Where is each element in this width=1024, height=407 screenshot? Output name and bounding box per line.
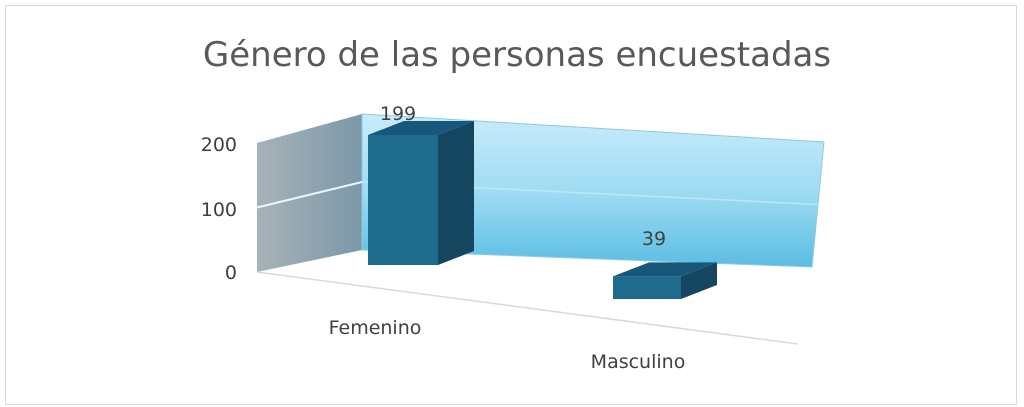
bar-side-0 bbox=[438, 121, 474, 265]
gridline-side-100 bbox=[256, 181, 363, 209]
category-label-1: Masculino bbox=[591, 351, 686, 373]
floor-axis-line bbox=[256, 271, 799, 345]
chart-title: Género de las personas encuestadas bbox=[203, 35, 831, 75]
y-tick-0: 0 bbox=[225, 262, 237, 284]
bar-top-1 bbox=[613, 262, 717, 277]
y-tick-200: 200 bbox=[201, 134, 237, 156]
data-labels-group: 199 39 bbox=[380, 103, 666, 250]
bars-group bbox=[368, 121, 717, 299]
data-label-0: 199 bbox=[380, 103, 416, 125]
category-label-0: Femenino bbox=[329, 317, 422, 339]
bar-front-1 bbox=[613, 276, 681, 299]
y-axis-ticks: 0 100 200 bbox=[201, 134, 237, 284]
side-wall bbox=[257, 114, 362, 272]
bar-top-0 bbox=[368, 121, 474, 135]
category-labels-group: Femenino Masculino bbox=[329, 317, 686, 373]
bar-front-0 bbox=[368, 135, 438, 265]
data-label-1: 39 bbox=[642, 228, 666, 250]
y-tick-100: 100 bbox=[201, 199, 237, 221]
bar-side-1 bbox=[681, 262, 717, 299]
back-wall bbox=[361, 113, 825, 268]
